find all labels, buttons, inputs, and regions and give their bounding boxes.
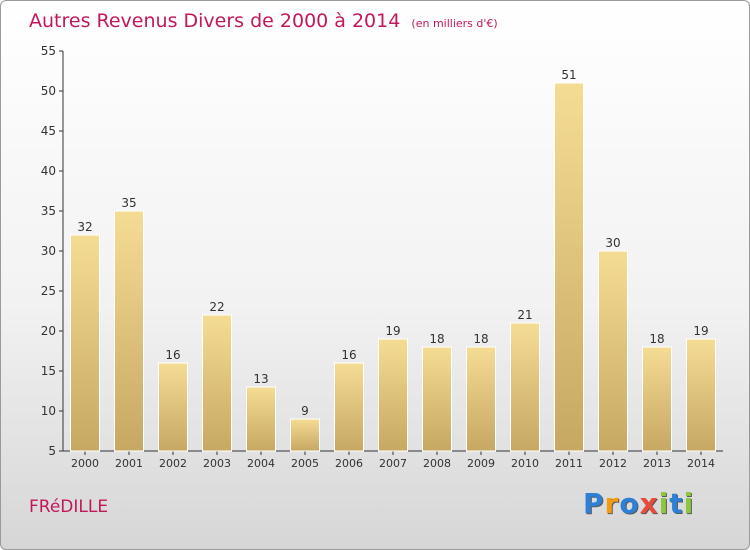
data-label-2004: 13 (253, 372, 268, 386)
bar-2014 (686, 338, 716, 452)
bar-2007 (378, 338, 408, 452)
y-tick-label: 25 (41, 284, 56, 298)
x-tick-label-2002: 2002 (159, 457, 187, 470)
bar-2013 (642, 346, 672, 452)
x-tick-label-2008: 2008 (423, 457, 451, 470)
x-tick-label-2013: 2013 (643, 457, 671, 470)
logo-letter: o (619, 487, 640, 520)
bar-2005 (290, 418, 320, 452)
data-label-2005: 9 (301, 404, 309, 418)
data-label-2011: 51 (561, 68, 576, 82)
y-tick-label: 40 (41, 164, 56, 178)
bar-2002 (158, 362, 188, 452)
chart-title-row: Autres Revenus Divers de 2000 à 2014 (en… (29, 10, 498, 32)
logo-letter: r (604, 487, 620, 520)
y-tick-label: 35 (41, 204, 56, 218)
logo-letter: i (683, 487, 695, 520)
y-tick-label: 55 (41, 44, 56, 58)
data-label-2013: 18 (649, 332, 664, 346)
data-label-2000: 32 (77, 220, 92, 234)
bar-2009 (466, 346, 496, 452)
data-label-2006: 16 (341, 348, 356, 362)
bar-2004 (246, 386, 276, 452)
x-tick-label-2001: 2001 (115, 457, 143, 470)
y-tick-label: 50 (41, 84, 56, 98)
x-tick-label-2010: 2010 (511, 457, 539, 470)
data-label-2012: 30 (605, 236, 620, 250)
y-tick-label: 10 (41, 404, 56, 418)
logo-letter: x (639, 487, 659, 520)
x-tick-label-2007: 2007 (379, 457, 407, 470)
bar-2008 (422, 346, 452, 452)
data-label-2001: 35 (121, 196, 136, 210)
y-tick-label: 15 (41, 364, 56, 378)
city-name: FRéDILLE (29, 497, 109, 517)
x-tick-label-2009: 2009 (467, 457, 495, 470)
bar-2010 (510, 322, 540, 452)
bar-2001 (114, 210, 144, 452)
y-tick-label: 45 (41, 124, 56, 138)
data-label-2003: 22 (209, 300, 224, 314)
chart-title: Autres Revenus Divers de 2000 à 2014 (29, 10, 401, 32)
bar-2012 (598, 250, 628, 452)
bar-2000 (70, 234, 100, 452)
x-tick-label-2011: 2011 (555, 457, 583, 470)
x-tick-label-2006: 2006 (335, 457, 363, 470)
x-tick-label-2004: 2004 (247, 457, 275, 470)
data-label-2014: 19 (693, 324, 708, 338)
data-label-2009: 18 (473, 332, 488, 346)
x-tick-label-2014: 2014 (687, 457, 715, 470)
data-label-2002: 16 (165, 348, 180, 362)
x-tick-label-2003: 2003 (203, 457, 231, 470)
proxiti-logo[interactable]: Proxiti (583, 487, 694, 520)
chart-unit: (en milliers d'€) (411, 17, 498, 30)
logo-letter: P (583, 487, 605, 520)
x-tick-label-2000: 2000 (71, 457, 99, 470)
y-tick-label: 20 (41, 324, 56, 338)
y-tick-label: 5 (48, 444, 56, 458)
bar-2003 (202, 314, 232, 452)
logo-letter: i (658, 487, 670, 520)
bar-2006 (334, 362, 364, 452)
data-label-2008: 18 (429, 332, 444, 346)
data-label-2007: 19 (385, 324, 400, 338)
bar-2011 (554, 82, 584, 452)
x-tick-label-2012: 2012 (599, 457, 627, 470)
x-tick-label-2005: 2005 (291, 457, 319, 470)
logo-letter: t (669, 487, 684, 520)
y-tick-label: 30 (41, 244, 56, 258)
data-label-2010: 21 (517, 308, 532, 322)
